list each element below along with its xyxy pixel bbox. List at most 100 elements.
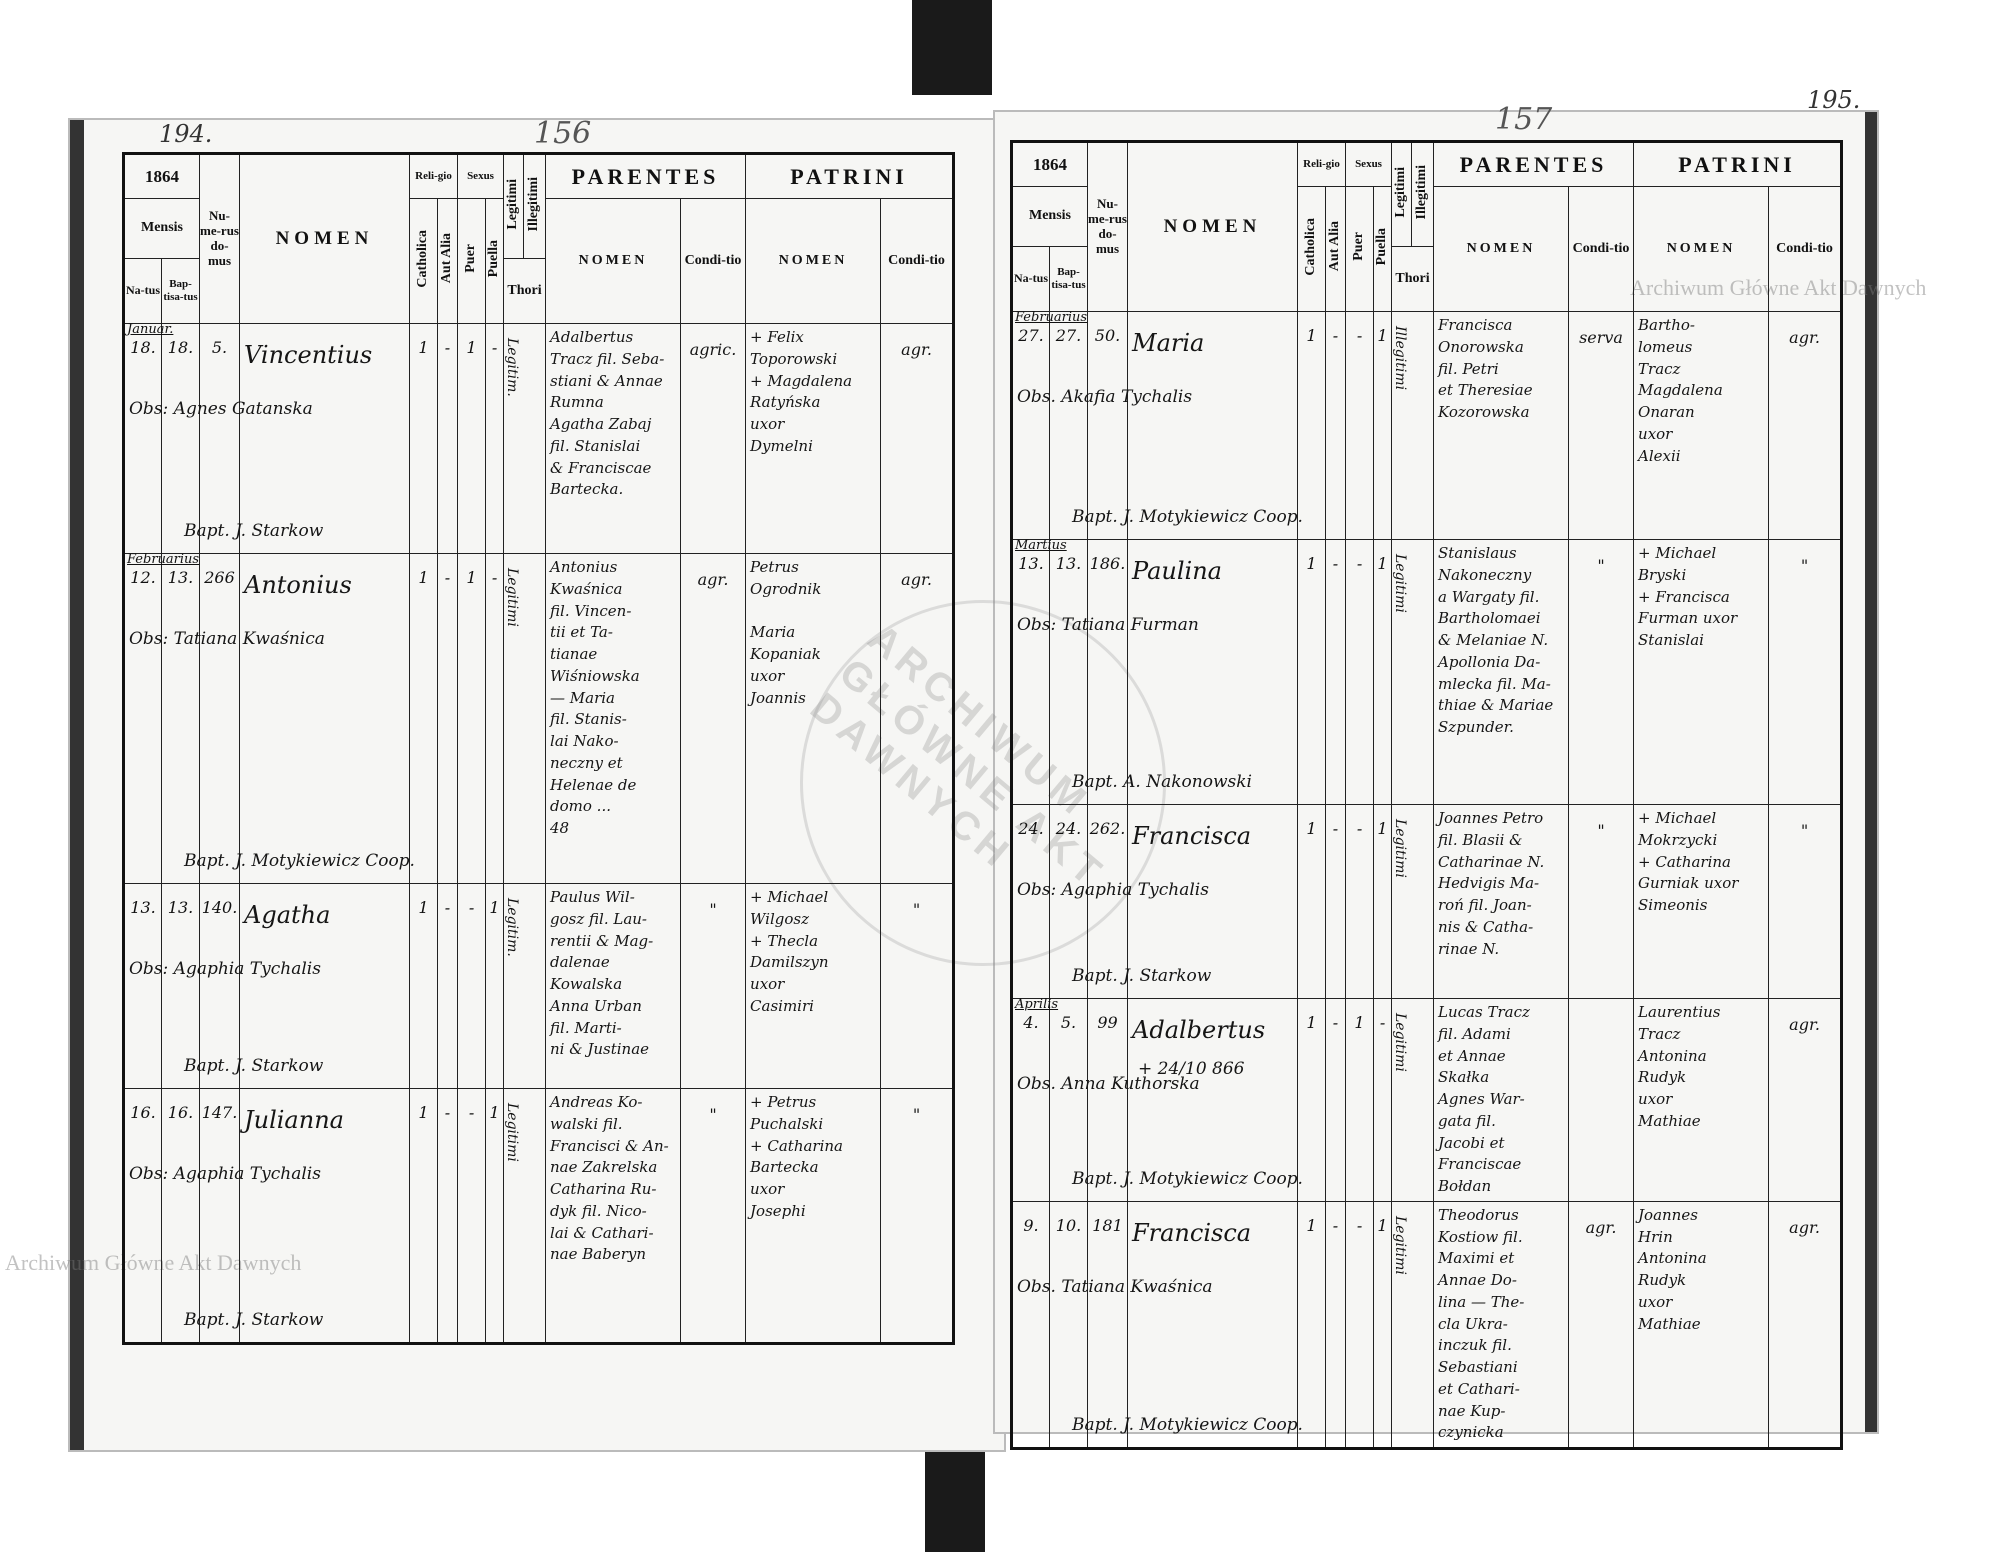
header-legitimi: Legitimi bbox=[1391, 141, 1413, 247]
puella-cell: 1 bbox=[1373, 539, 1393, 805]
puella-cell: 1 bbox=[485, 883, 505, 1089]
baptisatus-cell: 18. bbox=[161, 323, 200, 554]
nomen-cell: Agatha Bapt. J. Starkow bbox=[184, 883, 410, 1089]
patrini-cell: + Michael Mokrzycki + Catharina Gurniak … bbox=[1633, 804, 1770, 999]
patrini-conditio-cell: agr. bbox=[880, 323, 955, 554]
register-entry: 9. Obs. Tatiana Kwaśnica 10. 181 Francis… bbox=[1011, 1200, 1843, 1450]
puella-cell: 1 bbox=[1373, 804, 1393, 999]
natus-cell: 24. Obs: Agaphia Tychalis bbox=[1011, 804, 1209, 999]
book-spine bbox=[912, 0, 992, 95]
header-sub-nomen: NOMEN bbox=[745, 198, 882, 324]
puer-cell: - bbox=[1345, 804, 1375, 999]
register-entry: Aprilis 4. Obs. Anna Kuthorska 5. 99 Adal… bbox=[1011, 997, 1843, 1202]
aut-alia-cell: - bbox=[1324, 1200, 1347, 1450]
header-sub-nomen: NOMEN bbox=[1433, 186, 1570, 312]
header-sub-nomen: NOMEN bbox=[545, 198, 682, 324]
register-entry: Januar. 18. Obs: Agnes Gatanska 18. 5. Vi… bbox=[123, 322, 955, 554]
register-entry: Februarius 27. Obs. Akafia Tychalis 27. 5… bbox=[1011, 310, 1843, 540]
thori-cell: Legitimi bbox=[1391, 998, 1435, 1202]
header-baptisatus: Bap-tisa-tus bbox=[1049, 246, 1088, 312]
natus-cell: 9. Obs. Tatiana Kwaśnica bbox=[1011, 1200, 1213, 1450]
folio-number: 156 bbox=[534, 116, 592, 151]
child-name: Francisca bbox=[1132, 822, 1252, 850]
baptized-by: Bapt. A. Nakonowski bbox=[1072, 772, 1252, 793]
baptized-by: Bapt. J. Motykiewicz Coop. bbox=[184, 851, 415, 872]
baptized-by: Bapt. J. Starkow bbox=[1072, 966, 1212, 987]
parentes-conditio-cell: " bbox=[1568, 539, 1635, 805]
baptized-by: Bapt. J. Motykiewicz Coop. bbox=[1072, 1169, 1303, 1190]
puella-cell: 1 bbox=[485, 1088, 505, 1344]
child-name: Julianna bbox=[244, 1106, 344, 1134]
book-spine bbox=[925, 1440, 985, 1552]
puella-cell: - bbox=[485, 323, 505, 554]
catholica-cell: 1 bbox=[1297, 539, 1326, 805]
header-thori: Thori bbox=[1391, 246, 1435, 312]
patrini-cell: + Petrus Puchalski + Catharina Bartecka … bbox=[745, 1088, 882, 1344]
natus-cell: Februarius 27. Obs. Akafia Tychalis bbox=[1011, 310, 1192, 540]
catholica-cell: 1 bbox=[409, 553, 438, 884]
header-mensis: Mensis bbox=[123, 198, 200, 259]
baptisatus-cell: 13. bbox=[161, 553, 200, 884]
numerus-domus-cell: 99 bbox=[1087, 998, 1128, 1202]
header-thori: Thori bbox=[503, 258, 547, 324]
patrini-conditio-cell: " bbox=[1768, 539, 1843, 805]
header-illegitimi: Illegitimi bbox=[523, 153, 547, 259]
catholica-cell: 1 bbox=[409, 1088, 438, 1344]
header-conditio: Condi-tio bbox=[880, 198, 955, 324]
parentes-cell: Adalbertus Tracz fil. Seba- stiani & Ann… bbox=[545, 323, 682, 554]
header-illegitimi: Illegitimi bbox=[1411, 141, 1435, 247]
child-name: Paulina bbox=[1132, 557, 1222, 585]
parentes-conditio-cell: " bbox=[680, 1088, 747, 1344]
page-number: 194. bbox=[159, 120, 213, 148]
header-conditio: Condi-tio bbox=[680, 198, 747, 324]
header-aut-alia: Aut Alia bbox=[436, 198, 459, 324]
child-name: Maria bbox=[1132, 329, 1205, 357]
thori-cell: Legitim. bbox=[503, 883, 547, 1089]
nomen-cell: Francisca Bapt. J. Motykiewicz Coop. bbox=[1072, 1200, 1303, 1450]
natus-cell: 16. Obs: Agaphia Tychalis bbox=[123, 1088, 321, 1344]
natus-cell: Martius 13. Obs: Tatiana Furman bbox=[1011, 538, 1199, 805]
parentes-cell: Stanislaus Nakoneczny a Wargaty fil. Bar… bbox=[1433, 539, 1570, 805]
baptized-by: Bapt. J. Motykiewicz Coop. bbox=[1072, 1415, 1303, 1436]
puella-cell: - bbox=[485, 553, 505, 884]
puer-cell: - bbox=[1345, 1200, 1375, 1450]
register-entry: 13. Obs: Agaphia Tychalis 13. 140. Agath… bbox=[123, 883, 955, 1089]
nomen-cell: Adalbertus + 24/10 866 Bapt. J. Motykiew… bbox=[1072, 998, 1303, 1202]
thori-cell: Illegitimi bbox=[1391, 311, 1435, 540]
header-patrini: PATRINI bbox=[745, 153, 955, 199]
numerus-domus-cell: 5. bbox=[199, 323, 240, 554]
header-puer: Puer bbox=[1345, 186, 1375, 312]
header-catholica: Catholica bbox=[1297, 186, 1326, 312]
catholica-cell: 1 bbox=[1297, 998, 1326, 1202]
header-numerus: Nu-me-rus do-mus bbox=[1087, 141, 1128, 312]
patrini-cell: + Felix Toporowski + Magdalena Ratyńska … bbox=[745, 323, 882, 554]
patrini-cell: Joannes Hrin Antonina Rudyk uxor Mathiae bbox=[1633, 1200, 1770, 1450]
nomen-cell: Julianna Bapt. J. Starkow bbox=[184, 1088, 410, 1344]
numerus-domus-cell: 266 bbox=[199, 553, 240, 884]
header-year: 1864 bbox=[1011, 141, 1088, 187]
patrini-cell: Bartho- lomeus Tracz Magdalena Onaran ux… bbox=[1633, 311, 1770, 540]
thori-cell: Legitimi bbox=[503, 1088, 547, 1344]
numerus-domus-cell: 186. bbox=[1087, 539, 1128, 805]
parentes-conditio-cell: " bbox=[1568, 804, 1635, 999]
aut-alia-cell: - bbox=[436, 1088, 459, 1344]
header-sub-nomen: NOMEN bbox=[1633, 186, 1770, 312]
nomen-cell: Paulina Bapt. A. Nakonowski bbox=[1072, 539, 1298, 805]
patrini-conditio-cell: agr. bbox=[1768, 311, 1843, 540]
header-puella: Puella bbox=[1373, 186, 1393, 312]
patrini-cell: + Michael Bryski + Francisca Furman uxor… bbox=[1633, 539, 1770, 805]
parentes-cell: Joannes Petro fil. Blasii & Catharinae N… bbox=[1433, 804, 1570, 999]
patrini-conditio-cell: " bbox=[880, 883, 955, 1089]
header-aut-alia: Aut Alia bbox=[1324, 186, 1347, 312]
header-conditio: Condi-tio bbox=[1768, 186, 1843, 312]
month-label: Aprilis bbox=[1015, 997, 1059, 1012]
register-entry: 24. Obs: Agaphia Tychalis 24. 262. Franc… bbox=[1011, 804, 1843, 999]
child-name: Antonius bbox=[244, 571, 352, 599]
aut-alia-cell: - bbox=[436, 553, 459, 884]
catholica-cell: 1 bbox=[1297, 804, 1326, 999]
header-mensis: Mensis bbox=[1011, 186, 1088, 247]
catholica-cell: 1 bbox=[409, 883, 438, 1089]
header-conditio: Condi-tio bbox=[1568, 186, 1635, 312]
baptisatus-cell: 16. bbox=[161, 1088, 200, 1344]
aut-alia-cell: - bbox=[1324, 998, 1347, 1202]
